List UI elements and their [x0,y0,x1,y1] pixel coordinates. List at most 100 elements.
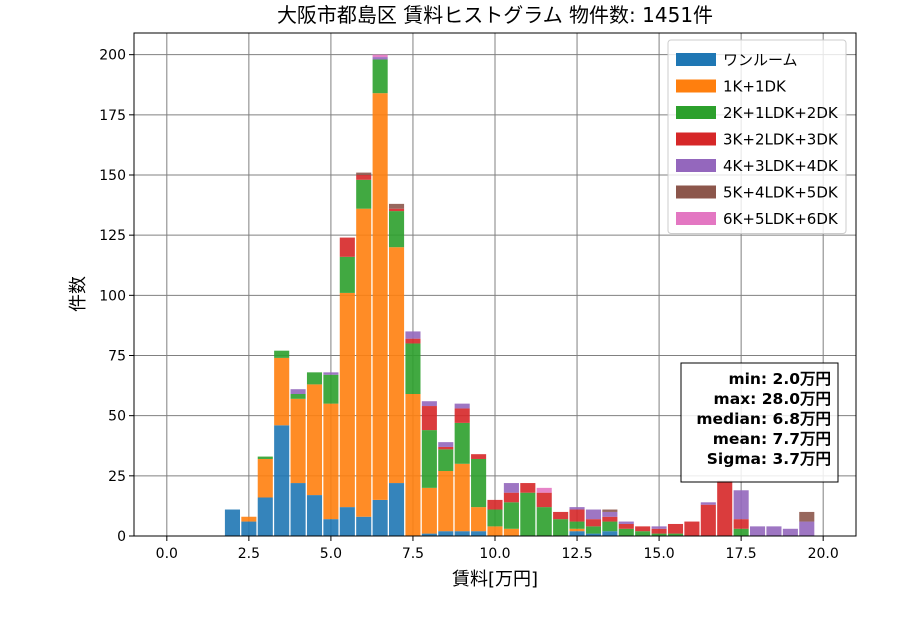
histogram-bar [372,93,388,500]
stats-line: max: 28.0万円 [714,390,831,408]
histogram-bar [339,507,355,536]
histogram-bar [585,526,602,534]
histogram-bar [585,533,602,536]
histogram-bar [339,237,355,257]
legend-label: 1K+1DK [723,78,787,96]
legend-swatch [676,212,716,225]
histogram-bar [471,531,487,536]
y-tick-label: 75 [108,348,126,364]
histogram-bar [536,487,552,493]
histogram-bar [471,458,487,508]
legend-swatch [676,132,716,146]
histogram-bar [766,526,782,536]
histogram-bar [356,174,372,180]
legend-label: 3K+2LDK+3DK [723,131,839,149]
histogram-bar [339,256,355,293]
histogram-bar [684,521,700,536]
histogram-bar [618,521,634,524]
x-tick-label: 7.5 [402,546,424,562]
histogram-bar [257,458,273,498]
histogram-bar [487,499,503,510]
histogram-bar [454,531,470,536]
stats-box: min: 2.0万円 max: 28.0万円 median: 6.8万円 mean: … [680,362,839,483]
x-tick-label: 10.0 [479,546,510,562]
histogram-bar [339,292,355,508]
x-tick-label: 20.0 [808,546,839,562]
histogram-bar [257,497,273,536]
histogram-bar [421,533,437,536]
histogram-bar [405,338,421,344]
histogram-bar [569,528,585,532]
legend-swatch [676,159,716,172]
stats-line: Sigma: 3.7万円 [707,450,831,468]
histogram-bar [569,521,585,529]
x-tick-label: 17.5 [726,546,757,562]
histogram-bar [454,403,470,409]
histogram-bar [503,502,519,529]
histogram-bar [651,533,667,536]
legend-label: 2K+1LDK+2DK [723,104,839,122]
histogram-bar [306,495,323,536]
histogram-bar [323,403,339,520]
histogram-bar [536,507,552,536]
histogram-bar [782,528,798,536]
y-tick-label: 125 [99,228,126,244]
histogram-bar [241,521,257,536]
x-axis-ticks: 0.0 2.5 5.0 7.5 10.0 12.5 15.0 17.5 20.0 [156,536,839,562]
histogram-bar [454,422,470,464]
legend-swatch [676,53,716,66]
histogram-bar [700,502,716,505]
histogram-bar [372,59,388,94]
y-tick-label: 200 [99,48,126,64]
histogram-bar [421,406,437,431]
legend-label: ワンルーム [723,51,798,69]
histogram-bar [274,425,290,536]
histogram-bar [618,523,634,529]
y-tick-label: 50 [108,409,126,425]
histogram-bar [274,350,290,358]
histogram-bar [306,372,323,385]
histogram-bar [224,509,241,536]
histogram-bar [651,526,667,529]
histogram-bar [438,442,454,447]
histogram-bar [306,384,323,496]
histogram-bar [569,507,585,510]
histogram-bar [421,430,437,488]
histogram-bar [471,507,487,532]
histogram-bar [553,511,569,520]
histogram-bar [651,528,667,534]
histogram-bar [503,492,519,503]
histogram-bar [438,531,454,536]
legend: ワンルーム 1K+1DK 2K+1LDK+2DK 3K+2LDK+3DK 4K+3LDK… [667,39,847,234]
legend-swatch [676,185,716,199]
x-tick-label: 5.0 [320,546,342,562]
histogram-bar [356,516,372,536]
histogram-bar [356,208,372,517]
x-tick-label: 0.0 [156,546,178,562]
histogram-bar [290,398,306,484]
histogram-bar [733,490,749,520]
histogram-bar [585,519,602,527]
histogram-bar [602,511,618,517]
histogram-bar [356,172,372,175]
stats-line: mean: 7.7万円 [713,430,831,448]
histogram-bar [536,492,552,508]
histogram-bar [372,57,388,60]
histogram-bar [487,509,503,527]
legend-label: 5K+4LDK+5DK [723,184,839,202]
y-axis-title: 件数 [68,276,89,312]
histogram-bar [356,179,372,209]
y-tick-label: 25 [108,469,126,485]
legend-swatch [676,79,716,93]
histogram-bar [438,446,454,450]
histogram-bar [569,531,585,536]
histogram-bar [421,487,437,534]
histogram-bar [290,394,306,399]
histogram-bar [323,519,339,536]
histogram-bar [569,509,585,522]
histogram-bar [405,331,421,339]
histogram-bar [487,526,503,536]
histogram-bar [257,456,273,459]
histogram-bar [749,526,766,536]
